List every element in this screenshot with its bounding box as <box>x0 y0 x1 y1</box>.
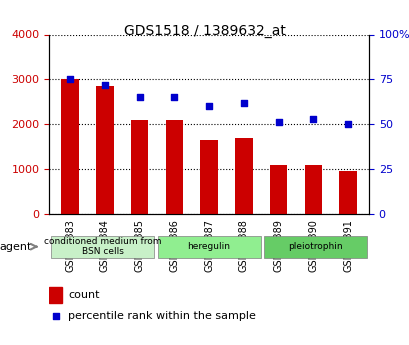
Point <box>263 161 270 167</box>
Point <box>205 104 212 109</box>
Point <box>101 82 108 88</box>
Bar <box>130 120 148 214</box>
Text: GDS1518 / 1389632_at: GDS1518 / 1389632_at <box>124 24 285 38</box>
Bar <box>235 138 252 214</box>
Bar <box>61 79 79 214</box>
Point <box>344 121 351 127</box>
Bar <box>269 165 287 214</box>
Point <box>240 100 247 106</box>
FancyBboxPatch shape <box>157 236 260 257</box>
Point <box>275 120 281 125</box>
Text: percentile rank within the sample: percentile rank within the sample <box>68 311 256 321</box>
Text: heregulin: heregulin <box>187 242 230 251</box>
Text: count: count <box>68 290 100 300</box>
Bar <box>165 120 182 214</box>
Bar <box>96 86 113 214</box>
Bar <box>49 287 62 303</box>
Text: agent: agent <box>0 242 31 252</box>
Text: conditioned medium from
BSN cells: conditioned medium from BSN cells <box>44 237 161 256</box>
Point <box>309 116 316 121</box>
Point <box>136 95 142 100</box>
FancyBboxPatch shape <box>263 236 366 257</box>
Bar <box>200 140 217 214</box>
FancyBboxPatch shape <box>51 236 154 257</box>
Bar <box>339 171 356 214</box>
Point <box>171 95 177 100</box>
Text: pleiotrophin: pleiotrophin <box>288 242 342 251</box>
Point <box>67 77 73 82</box>
Bar <box>304 165 321 214</box>
